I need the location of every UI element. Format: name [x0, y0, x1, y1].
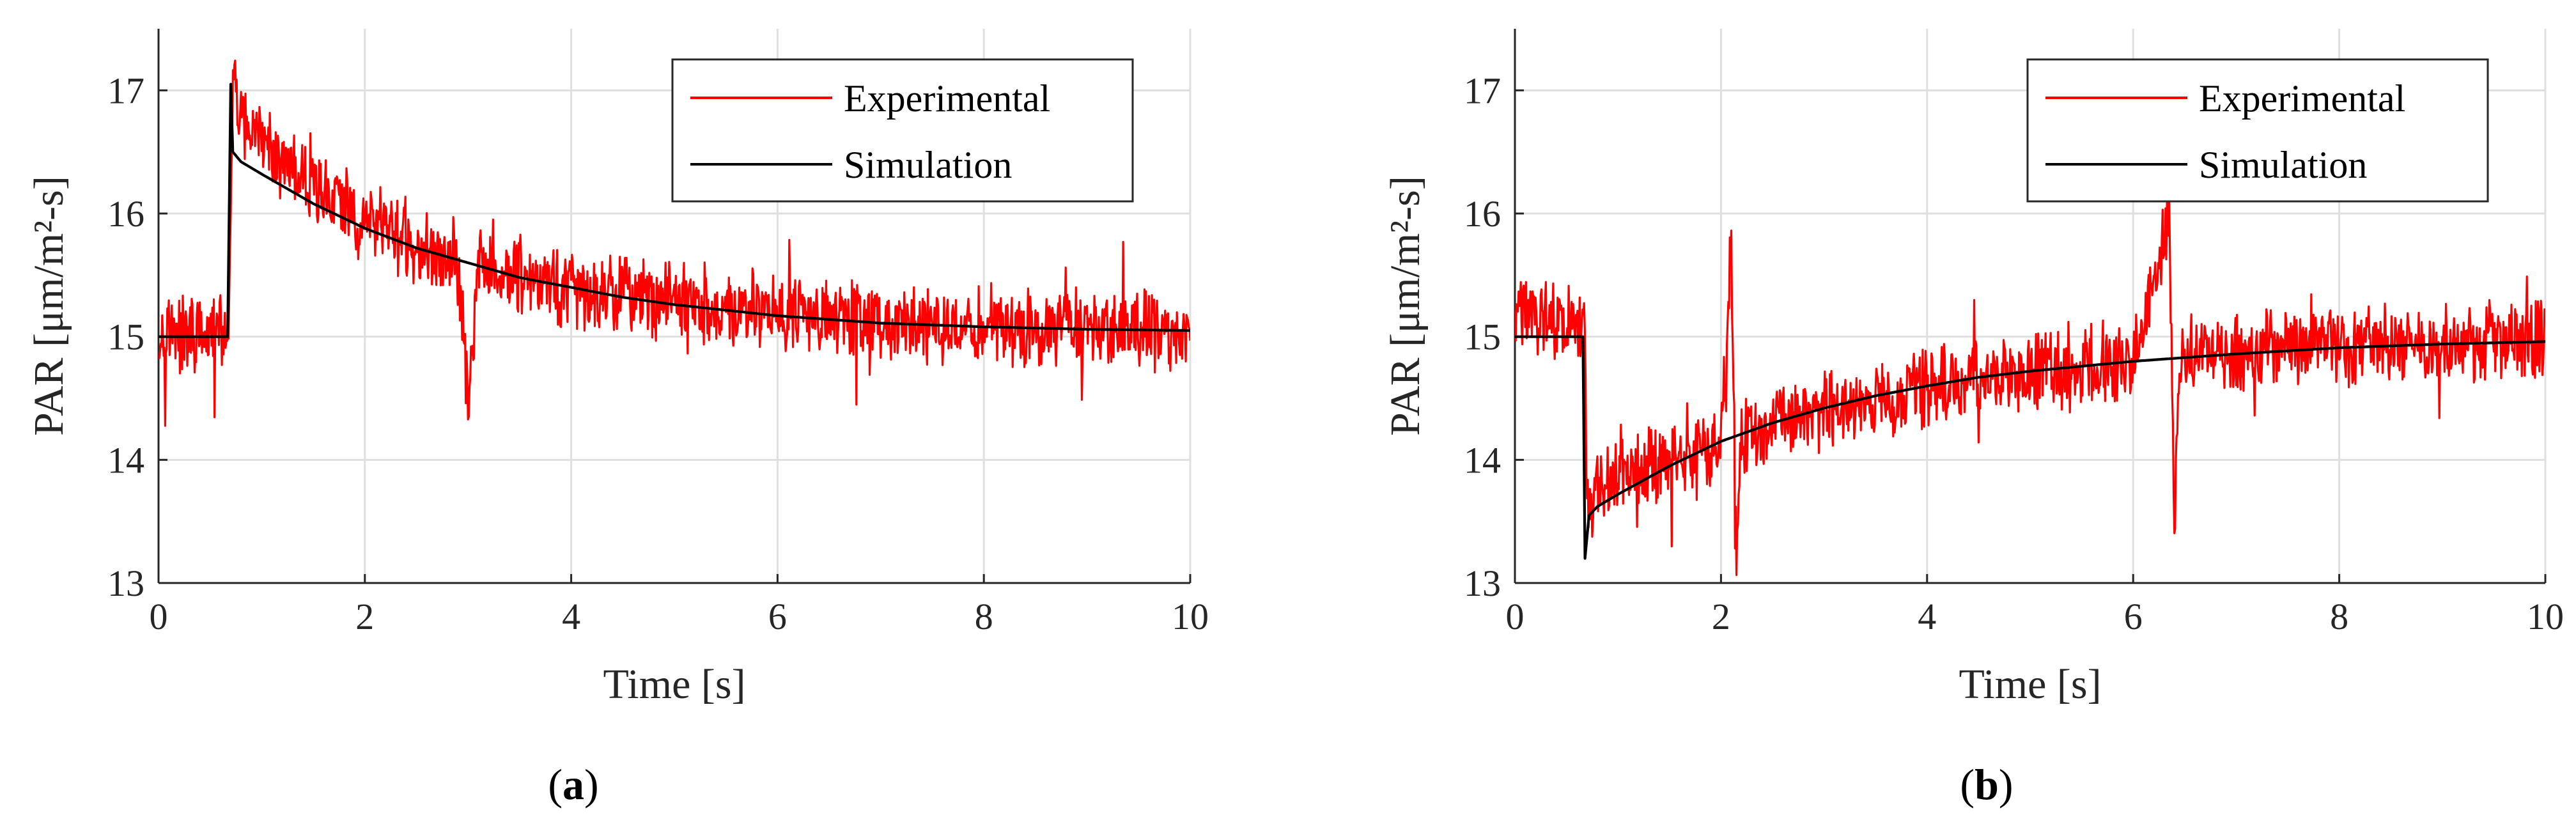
x-axis-label: Time [s] — [603, 661, 745, 708]
legend-label-experimental: Experimental — [2199, 77, 2405, 120]
x-tick-label: 0 — [150, 596, 168, 637]
x-tick-label: 4 — [1918, 596, 1936, 637]
panel-caption-letter: b — [1975, 760, 1999, 809]
chart-panel-b: 0 2 4 6 8 10 13 14 15 16 17 Time [s] PAR [μm/m²-s] Ex… — [1382, 29, 2564, 809]
panel-caption: (a) — [548, 760, 598, 809]
x-tick-label: 10 — [2527, 596, 2564, 637]
x-tick-label: 8 — [975, 596, 993, 637]
y-tick-label: 17 — [107, 70, 144, 111]
y-tick-label: 16 — [107, 193, 144, 235]
x-tick-label: 6 — [768, 596, 787, 637]
panel-caption: (b) — [1960, 760, 2013, 809]
legend-label-simulation: Simulation — [844, 144, 1012, 186]
y-tick-label: 15 — [107, 316, 144, 358]
y-tick-label: 13 — [1464, 563, 1501, 604]
y-axis-label: PAR [μm/m²-s] — [26, 176, 72, 436]
y-tick-label: 17 — [1464, 70, 1501, 111]
x-tick-label: 8 — [2330, 596, 2348, 637]
series-line-simulation — [1515, 335, 2545, 560]
x-tick-label: 2 — [355, 596, 374, 637]
x-axis-label: Time [s] — [1959, 661, 2101, 708]
y-axis-label: PAR [μm/m²-s] — [1382, 176, 1429, 436]
legend-label-experimental: Experimental — [844, 77, 1050, 120]
legend-label-simulation: Simulation — [2199, 144, 2367, 186]
x-tick-label: 6 — [2124, 596, 2143, 637]
panel-caption-letter: a — [563, 760, 584, 809]
y-tick-label: 16 — [1464, 193, 1501, 235]
legend-box — [671, 58, 1134, 203]
series-line-simulation — [159, 82, 1190, 338]
y-tick-label: 14 — [107, 439, 144, 481]
y-tick-label: 14 — [1464, 439, 1501, 481]
series-line-experimental — [1515, 198, 2545, 577]
legend-box — [2026, 58, 2489, 203]
y-tick-label: 15 — [1464, 316, 1501, 358]
x-tick-label: 2 — [1712, 596, 1730, 637]
series-line-experimental — [159, 59, 1190, 427]
chart-panel-a: 0 2 4 6 8 10 13 14 15 16 17 Time [s] PAR [μm/m²-s] Ex… — [26, 29, 1209, 809]
x-tick-label: 0 — [1506, 596, 1525, 637]
y-tick-label: 13 — [107, 563, 144, 604]
x-tick-label: 4 — [562, 596, 580, 637]
x-tick-label: 10 — [1172, 596, 1209, 637]
